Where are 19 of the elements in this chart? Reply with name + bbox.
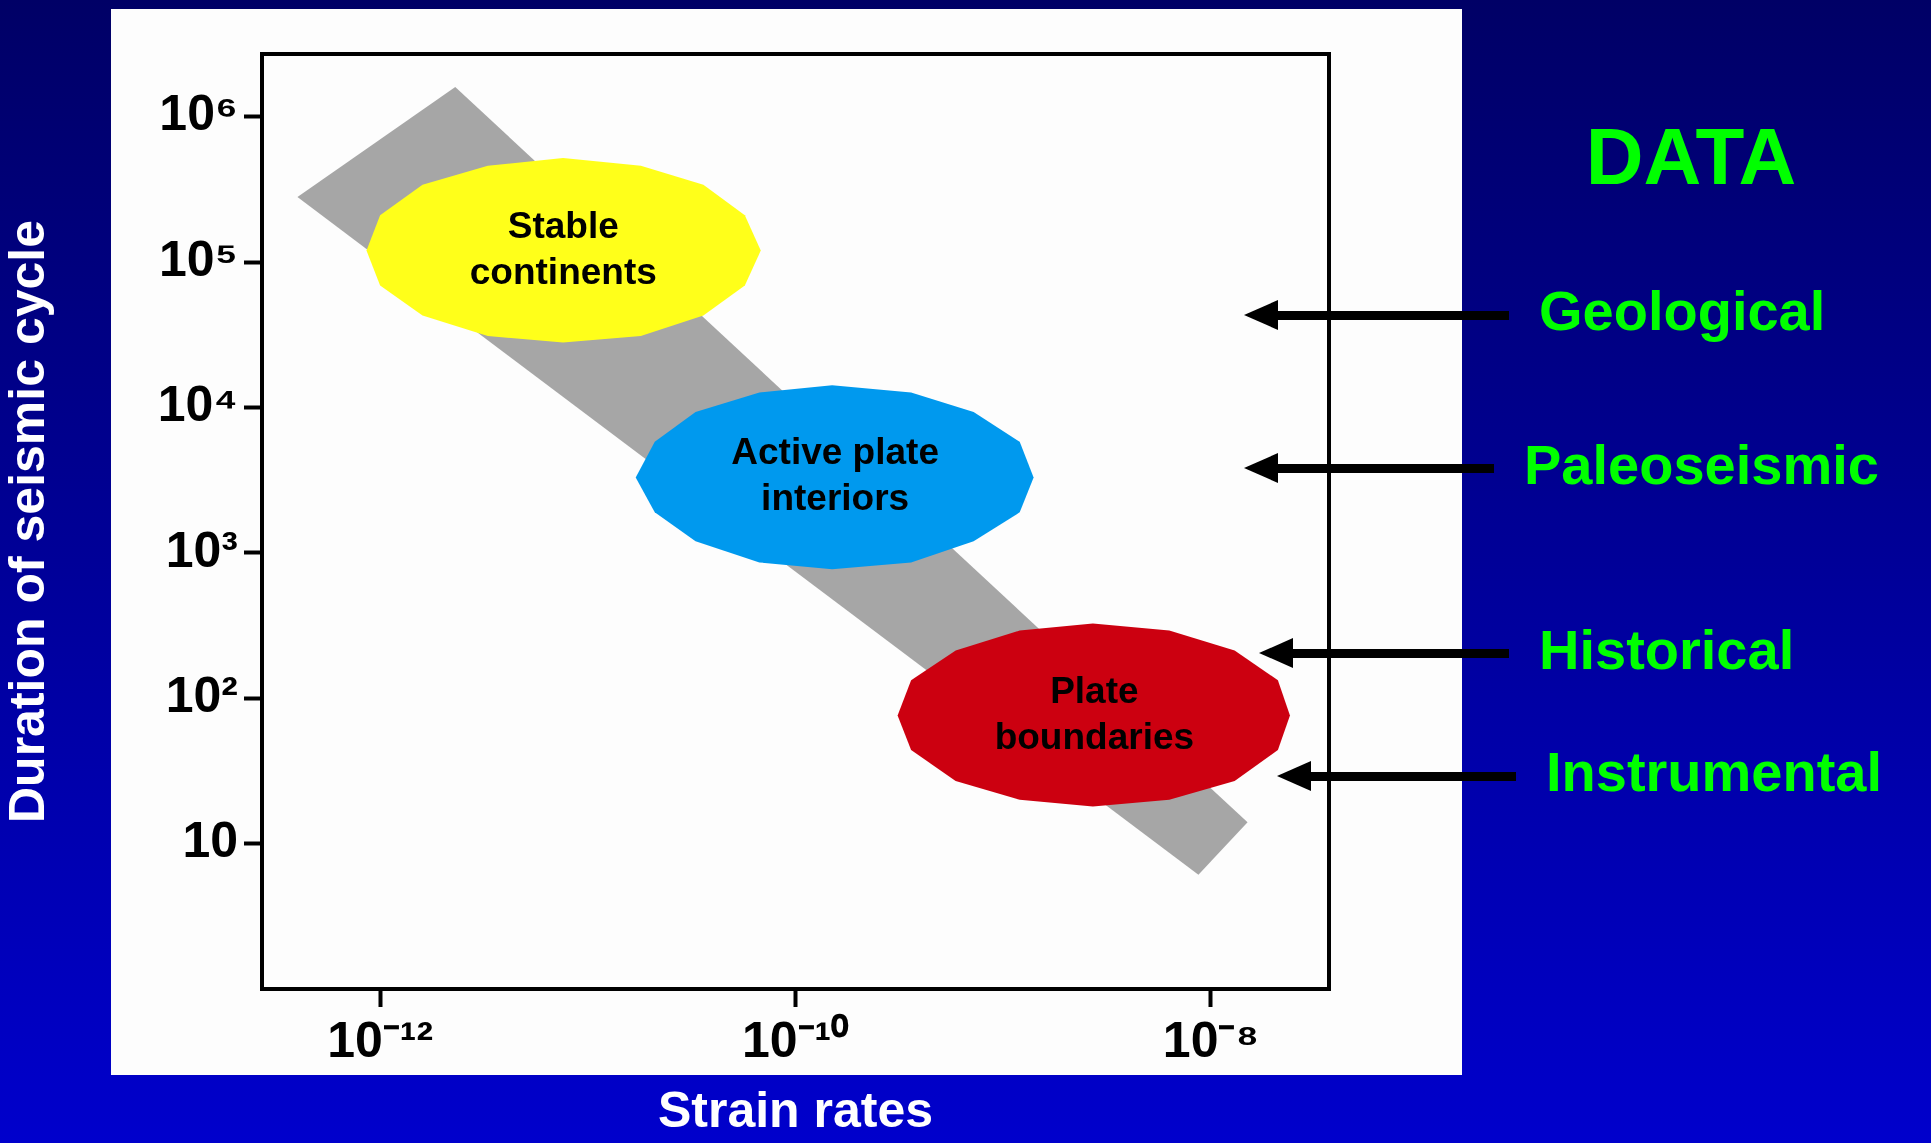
x-tick-label: 10⁻¹⁰: [741, 1011, 850, 1068]
x-tick-label: 10⁻⁸: [1162, 1011, 1260, 1068]
x-axis-title: Strain rates: [657, 1081, 934, 1138]
text: DATA: [1585, 112, 1797, 202]
y-tick-label: 10: [182, 812, 238, 869]
series-label: Active plate interiors: [731, 431, 939, 519]
y-axis-title: Duration of seismic cycle: [0, 219, 55, 824]
text: Paleoseismic: [1524, 432, 1879, 496]
y-tick-label: 10⁴: [157, 376, 238, 433]
text: Geological: [1539, 279, 1826, 343]
y-tick-label: 10⁵: [158, 230, 238, 287]
text: Historical: [1539, 617, 1795, 681]
series-label: Stable continents: [469, 204, 657, 292]
y-tick-label: 10²: [165, 667, 238, 724]
text: Instrumental: [1546, 740, 1883, 804]
y-tick-label: 10³: [165, 521, 238, 578]
series-label: Plate boundaries: [994, 669, 1195, 757]
y-tick-label: 10⁶: [159, 85, 238, 142]
x-tick-label: 10⁻¹²: [327, 1011, 434, 1068]
